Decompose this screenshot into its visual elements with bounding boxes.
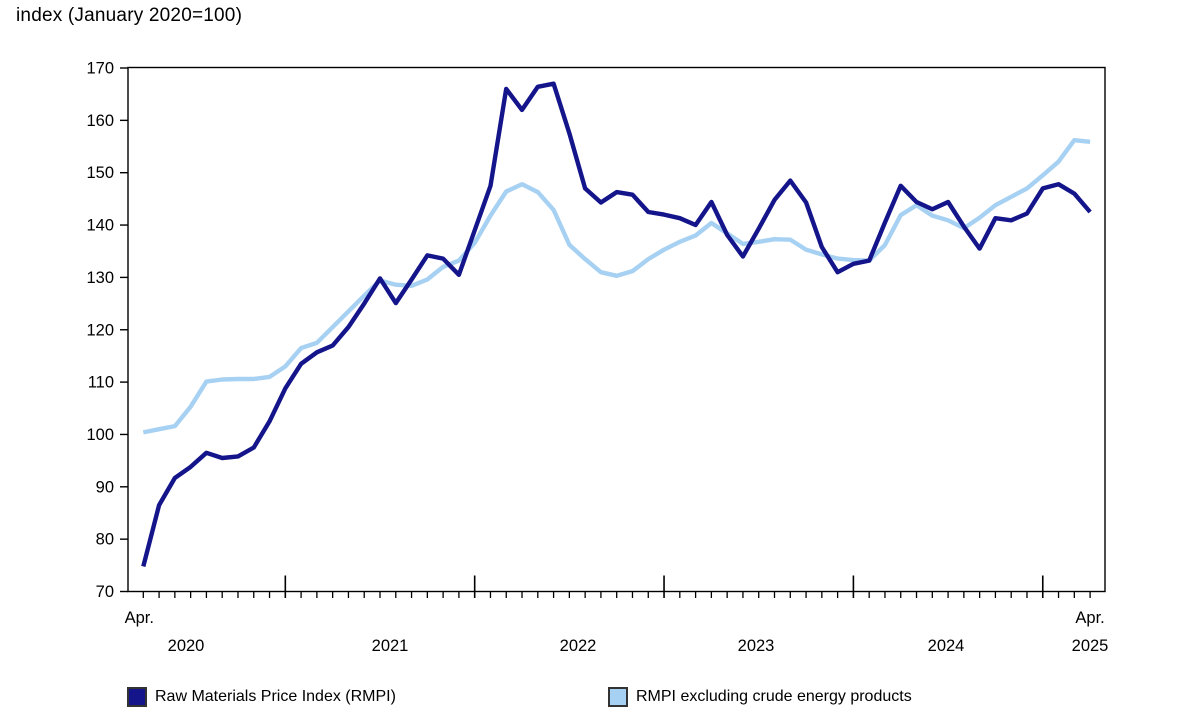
x-axis: Apr. Apr. 2020 2021 2022 2023 2024 2025 [125,575,1109,655]
y-tick-label: 140 [86,217,114,235]
x-axis-year-label: 2025 [1072,637,1109,655]
plot-area: 70 80 90 100 110 120 130 140 150 160 170 Apr. Apr. 20… [86,60,1108,656]
y-tick-label: 80 [96,531,114,549]
x-axis-year-label: 2023 [738,637,775,655]
y-tick-label: 170 [86,60,114,78]
plot-frame [127,66,1106,593]
chart-title: index (January 2020=100) [16,5,243,26]
y-tick-label: 110 [88,374,114,392]
legend-item-rmpi: Raw Materials Price Index (RMPI) [127,687,396,707]
legend-item-rmpi-ex-energy: RMPI excluding crude energy products [608,687,912,707]
y-tick-label: 150 [86,164,114,182]
y-tick-label: 130 [86,269,114,287]
y-tick-label: 100 [86,426,114,444]
rmpi-ex-energy-line [142,137,1091,435]
x-axis-year-label: 2020 [168,637,205,655]
y-tick-label: 90 [96,478,114,496]
y-tick-label: 160 [86,112,114,130]
y-tick-label: 120 [86,321,114,339]
x-axis-start-label: Apr. [125,609,154,627]
legend-label-rmpi: Raw Materials Price Index (RMPI) [155,688,396,705]
legend-swatch-rmpi-ex-energy [608,687,628,707]
y-axis: 70 80 90 100 110 120 130 140 150 160 170 [86,60,128,601]
x-axis-year-label: 2022 [560,637,597,655]
x-axis-year-label: 2021 [372,637,409,655]
legend-label-rmpi-ex-energy: RMPI excluding crude energy products [636,688,912,705]
x-axis-year-label: 2024 [928,637,965,655]
rmpi-line [141,81,1092,567]
y-tick-label: 70 [96,583,114,601]
legend-swatch-rmpi [127,687,147,707]
x-axis-end-label: Apr. [1075,609,1104,627]
